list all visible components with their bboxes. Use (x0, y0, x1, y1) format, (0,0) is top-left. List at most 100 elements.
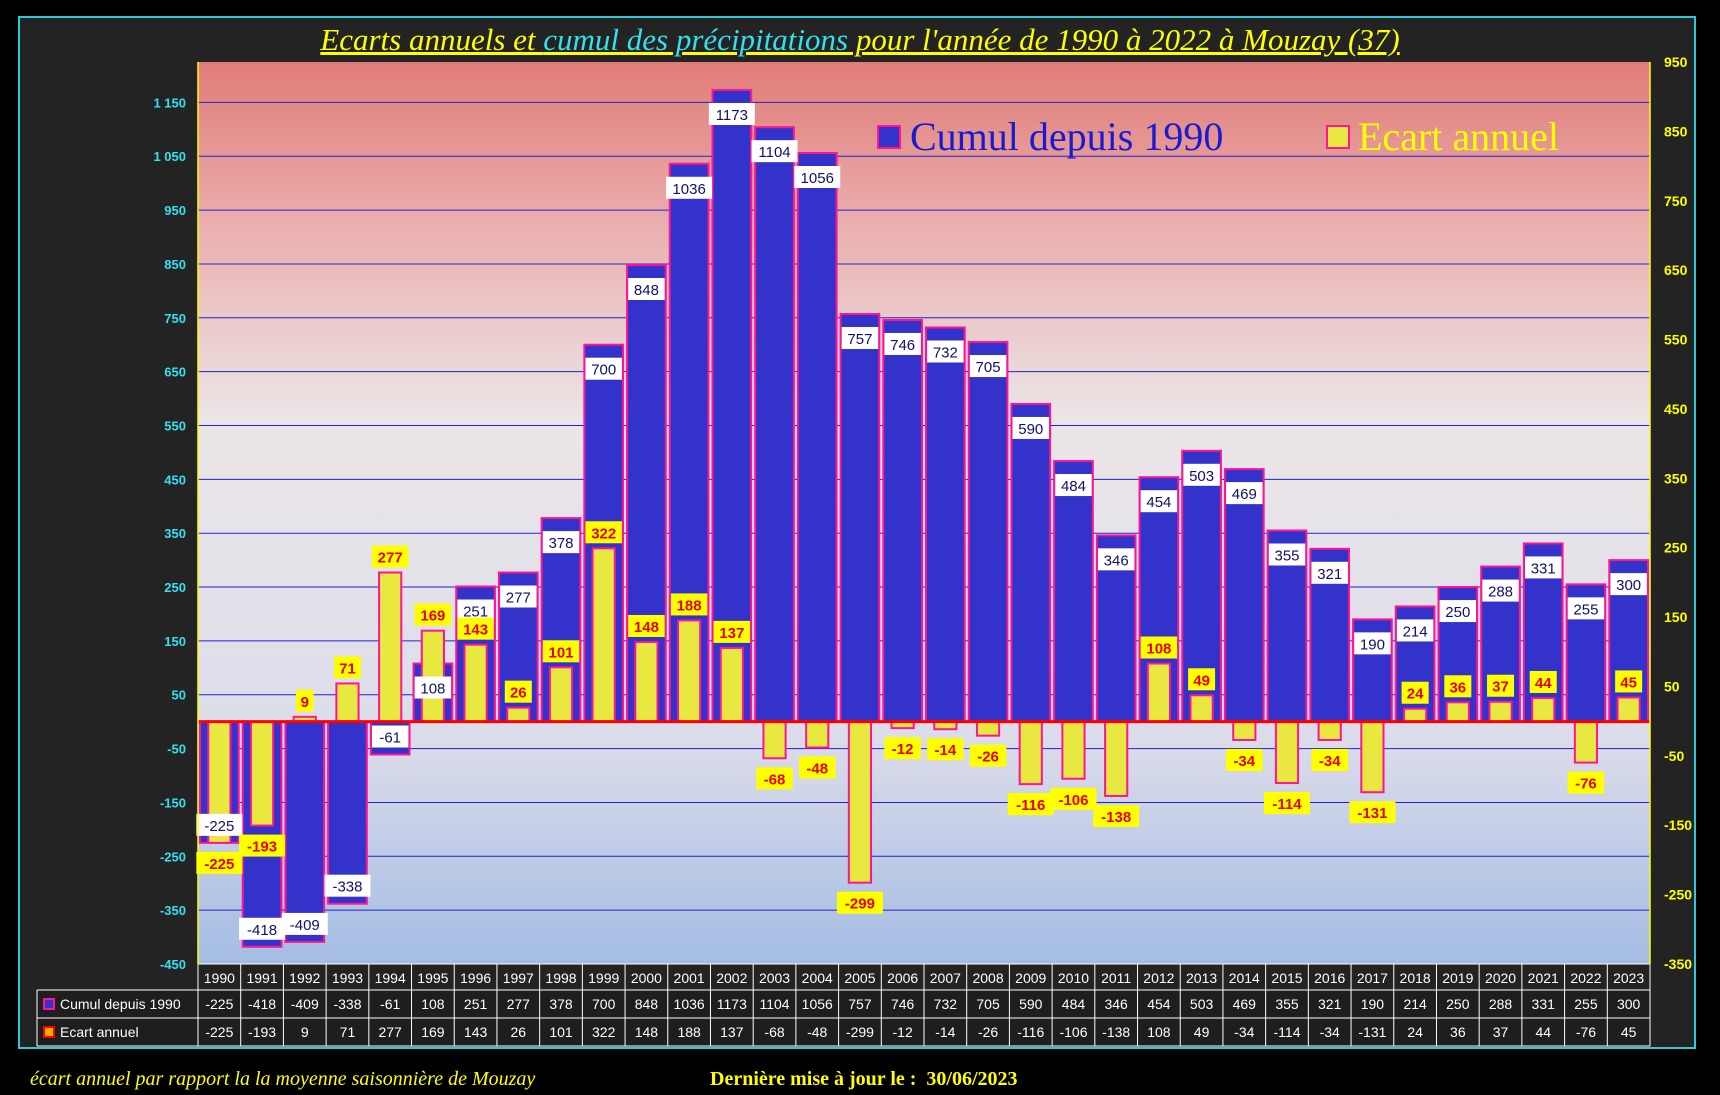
right-tick-label: 750 (1664, 193, 1688, 209)
cumul-label-bg (1439, 600, 1477, 623)
ecart-label: 71 (339, 660, 356, 677)
table-ecart-value: -12 (893, 1024, 913, 1040)
table-row-label-ecart: Ecart annuel (60, 1024, 139, 1040)
table-ecart-value: 49 (1194, 1024, 1210, 1040)
ecart-bar (378, 571, 403, 723)
ecart-label-bg (371, 545, 409, 568)
cumul-label: 355 (1274, 548, 1299, 565)
cumul-label: 214 (1403, 623, 1428, 640)
table-ecart-value: 188 (677, 1024, 701, 1040)
cumul-label: 288 (1488, 584, 1513, 601)
right-tick-label: -250 (1664, 887, 1692, 903)
legend-swatch-cumul (877, 125, 901, 149)
table-year: 2007 (930, 970, 961, 986)
table-cumul-value: 469 (1233, 996, 1257, 1012)
cumul-label-bg (196, 813, 243, 836)
cumul-label-bg (500, 585, 537, 608)
title-part3: pour l'année de 1990 à 2022 à Mouzay (37… (848, 22, 1400, 57)
table-cumul-value: -409 (291, 996, 319, 1012)
ecart-label: 143 (463, 622, 488, 639)
table-ecart-value: 9 (301, 1024, 309, 1040)
left-tick-label: 650 (164, 365, 186, 380)
ecart-bar (1445, 701, 1470, 723)
table-swatch-ecart (43, 1026, 55, 1038)
ecart-bar (1018, 720, 1043, 786)
ecart-label-bg (1349, 801, 1396, 824)
ecart-bar (335, 682, 360, 723)
right-tick-label: 250 (1664, 540, 1688, 556)
table-year: 2008 (972, 970, 1003, 986)
table-year: 2012 (1143, 970, 1174, 986)
ecart-bar (420, 629, 445, 723)
cumul-label: 331 (1531, 560, 1556, 577)
table-ecart-value: -106 (1059, 1024, 1087, 1040)
cumul-label-bg (1482, 579, 1519, 602)
ecart-bar (847, 720, 873, 884)
cumul-label-bg (1226, 482, 1263, 505)
table-year: 2018 (1400, 970, 1431, 986)
table-year: 2009 (1015, 970, 1046, 986)
cumul-bar (839, 313, 881, 723)
table-year: 1991 (246, 970, 277, 986)
ecart-bar (463, 643, 488, 723)
ecart-label-bg (333, 656, 361, 679)
table-ecart-value: 44 (1535, 1024, 1551, 1040)
table-year: 2005 (844, 970, 875, 986)
table-ecart-value: 101 (549, 1024, 573, 1040)
cumul-label: 255 (1573, 601, 1598, 618)
ecart-label-bg (1529, 670, 1557, 693)
table-ecart-value: -26 (978, 1024, 998, 1040)
cumul-label: 1173 (716, 107, 748, 124)
ecart-label: -138 (1101, 809, 1131, 826)
table-ecart-value: -138 (1102, 1024, 1130, 1040)
table-cumul-value: 590 (1019, 996, 1043, 1012)
table-year: 2011 (1101, 970, 1131, 986)
ecart-label-bg (670, 593, 708, 616)
ecart-label-bg (239, 834, 286, 857)
ecart-label: -48 (806, 761, 828, 778)
table-ecart-value: -34 (1234, 1024, 1254, 1040)
ecart-label: 101 (548, 644, 573, 661)
cumul-label: 1104 (758, 144, 790, 161)
cumul-label-bg (884, 332, 921, 355)
table-cumul-value: 746 (891, 996, 915, 1012)
table-ecart-value: -14 (935, 1024, 955, 1040)
table-year: 2001 (674, 970, 705, 986)
ecart-bar (1317, 720, 1342, 741)
cumul-label: 251 (463, 604, 488, 621)
right-tick-label: -350 (1664, 956, 1692, 972)
ecart-label: -34 (1319, 753, 1341, 770)
ecart-label: -76 (1575, 776, 1597, 793)
table-cumul-value: 503 (1190, 996, 1214, 1012)
cumul-label: -418 (247, 922, 277, 939)
ecart-bar (1616, 696, 1641, 723)
table-cumul-value: 757 (848, 996, 872, 1012)
table-cumul-value: 214 (1403, 996, 1427, 1012)
table-year: 2002 (716, 970, 747, 986)
cumul-bar (711, 89, 753, 723)
ecart-label-bg (1567, 771, 1605, 794)
ecart-label: 322 (591, 525, 616, 542)
table-ecart-value: -116 (1017, 1024, 1044, 1040)
table-year: 2022 (1570, 970, 1601, 986)
cumul-label-bg (1055, 474, 1092, 497)
ecart-bar (1274, 720, 1300, 785)
cumul-label: -338 (332, 879, 362, 896)
ecart-bar (634, 640, 659, 723)
table-ecart-value: -34 (1320, 1024, 1340, 1040)
table-ecart-value: -48 (807, 1024, 827, 1040)
table-year: 2013 (1186, 970, 1217, 986)
ecart-bar (506, 706, 531, 723)
ecart-bar (1104, 720, 1129, 797)
ecart-label: 49 (1193, 672, 1210, 689)
ecart-bars (207, 547, 1641, 884)
footer-update: Dernière mise à jour le : 30/06/2023 (710, 1068, 1018, 1091)
cumul-label-bg (751, 140, 798, 163)
left-tick-label: 1 150 (153, 95, 186, 110)
table-year: 1992 (289, 970, 320, 986)
right-tick-label: 50 (1664, 678, 1680, 694)
table-ecart-value: 26 (511, 1024, 527, 1040)
legend-label-cumul: Cumul depuis 1990 (910, 114, 1223, 159)
ecart-label-bg (196, 851, 243, 874)
cumul-label-bg (1268, 543, 1306, 566)
